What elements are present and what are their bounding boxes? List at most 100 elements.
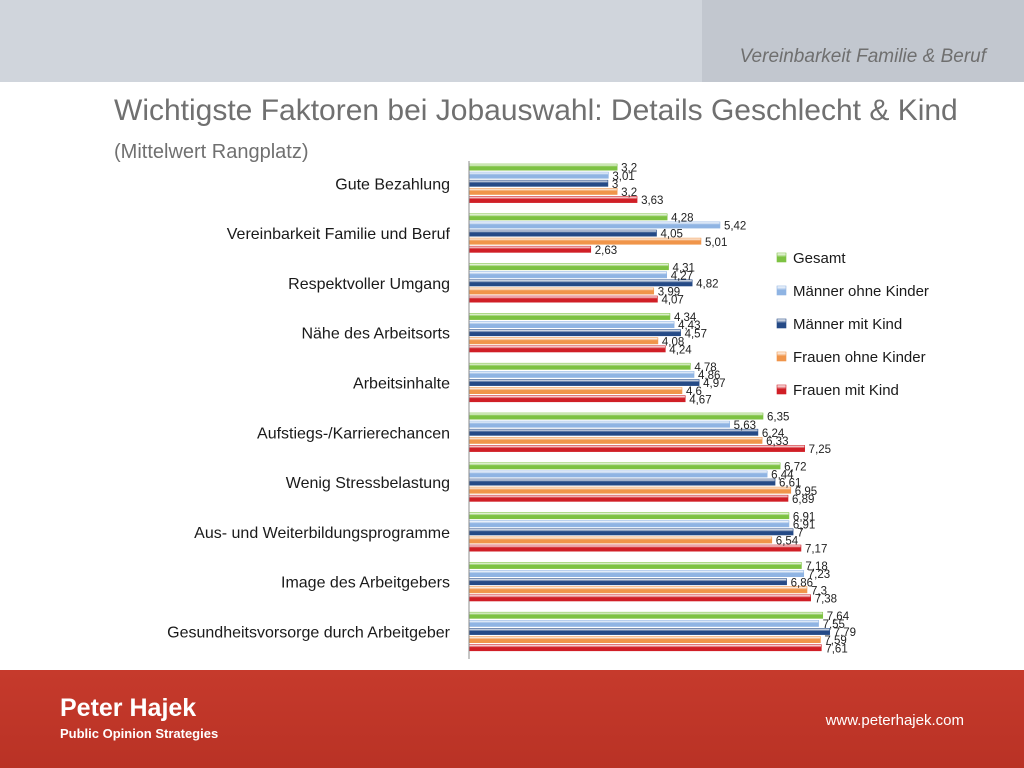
legend-label: Männer mit Kind [793,316,902,333]
bar-group [468,163,830,652]
bar-1-5 [468,420,730,428]
category-label: Aufstiegs-/Karrierechancen [257,425,450,442]
header-band-accent [702,0,1024,82]
bar-2-3 [468,329,681,337]
value-label: 6,91 [793,519,815,531]
value-label: 6,86 [791,577,813,589]
value-label: 4,57 [685,328,707,340]
bar-2-2 [468,279,693,287]
bar-1-7 [468,520,790,528]
value-label: 6,72 [784,462,806,474]
category-label: Respektvoller Umgang [288,276,450,293]
bar-3-6 [468,486,792,494]
value-label: 6,95 [795,486,817,498]
bar-3-8 [468,586,808,594]
value-label: 3,01 [612,171,634,183]
value-label: 7,25 [809,444,831,456]
bar-4-3 [468,345,666,353]
bar-2-1 [468,229,657,237]
brand-name: Peter Hajek [60,694,197,722]
legend-swatch [776,318,787,329]
value-label: 3,2 [621,187,637,199]
bar-1-6 [468,470,768,478]
value-label: 7,64 [827,611,850,623]
value-label: 4,08 [662,336,684,348]
bar-4-2 [468,295,658,303]
value-label: 4,78 [694,362,716,374]
value-label: 7,23 [808,569,830,581]
category-label: Wenig Stressbelastung [286,475,450,492]
value-label: 6,91 [793,511,815,523]
bar-1-2 [468,271,668,279]
value-label: 4,28 [671,213,693,225]
section-label: Vereinbarkeit Familie & Beruf [739,46,986,67]
bar-4-5 [468,445,805,452]
value-label: 3,2 [621,163,637,175]
category-label: Image des Arbeitgebers [281,575,450,592]
value-label: 4,43 [678,320,700,332]
value-label: 4,34 [674,312,697,324]
value-label: 3,99 [658,287,680,299]
value-label: 5,42 [724,221,746,233]
bar-0-6 [468,462,781,470]
legend-label: Männer ohne Kinder [793,283,929,300]
bar-0-7 [468,512,790,520]
value-label: 4,82 [696,279,718,291]
value-label: 5,01 [705,237,727,249]
value-label: 7,18 [805,561,827,573]
bar-2-0 [468,179,609,187]
bar-0-3 [468,313,671,320]
value-label: 7,79 [834,627,856,639]
value-label: 7,61 [825,643,847,655]
bar-1-4 [468,370,695,378]
legend-label: Frauen mit Kind [793,382,899,399]
legend-swatch [776,285,787,296]
value-label: 2,63 [595,245,617,257]
value-label: 5,63 [734,420,756,432]
legend: Gesamt Männer ohne Kinder Männer mit Kind F… [776,250,929,399]
legend-swatch [776,384,787,395]
category-label: Vereinbarkeit Familie und Beruf [227,226,451,243]
value-label: 6,44 [771,470,794,482]
legend-swatch [776,252,787,263]
value-label: 6,61 [779,478,801,490]
bar-1-0 [468,171,609,179]
bar-0-0 [468,163,618,171]
value-label: 4,07 [661,295,683,307]
value-label: 4,86 [698,370,720,382]
bar-4-6 [468,494,789,502]
bar-2-6 [468,478,776,486]
value-label: 7,3 [811,585,827,597]
bar-4-1 [468,245,592,253]
bar-4-8 [468,594,811,602]
slide-title: Wichtigste Faktoren bei Jobauswahl: Deta… [114,94,958,127]
category-label: Arbeitsinhalte [353,376,450,393]
value-label: 6,35 [767,412,789,424]
bar-chart: 3,23,0133,23,634,285,424,055,012,634,314… [167,161,929,659]
website-link[interactable]: www.peterhajek.com [825,712,964,729]
value-label: 3 [612,179,618,191]
value-label: 7,59 [824,635,846,647]
value-label: 7 [797,528,803,540]
value-label: 4,67 [689,394,711,406]
bar-3-2 [468,287,655,295]
value-label: 4,6 [686,386,702,398]
value-label: 4,31 [673,262,695,274]
footer-band: Peter Hajek Public Opinion Strategies ww… [0,670,1024,768]
category-label: Gute Bezahlung [335,176,450,193]
bar-0-9 [468,611,824,619]
category-label: Gesundheitsvorsorge durch Arbeitgeber [167,625,451,642]
bar-2-4 [468,379,700,386]
bar-4-7 [468,544,802,552]
bar-1-8 [468,570,805,577]
bar-0-8 [468,562,802,569]
value-label: 3,63 [641,195,663,207]
bar-2-7 [468,528,794,536]
value-label: 4,97 [703,378,725,390]
value-label: 4,27 [671,270,693,282]
legend-label: Frauen ohne Kinder [793,349,926,366]
bar-4-0 [468,196,638,203]
bar-2-9 [468,628,830,635]
bar-0-1 [468,213,668,221]
bar-0-2 [468,263,669,271]
